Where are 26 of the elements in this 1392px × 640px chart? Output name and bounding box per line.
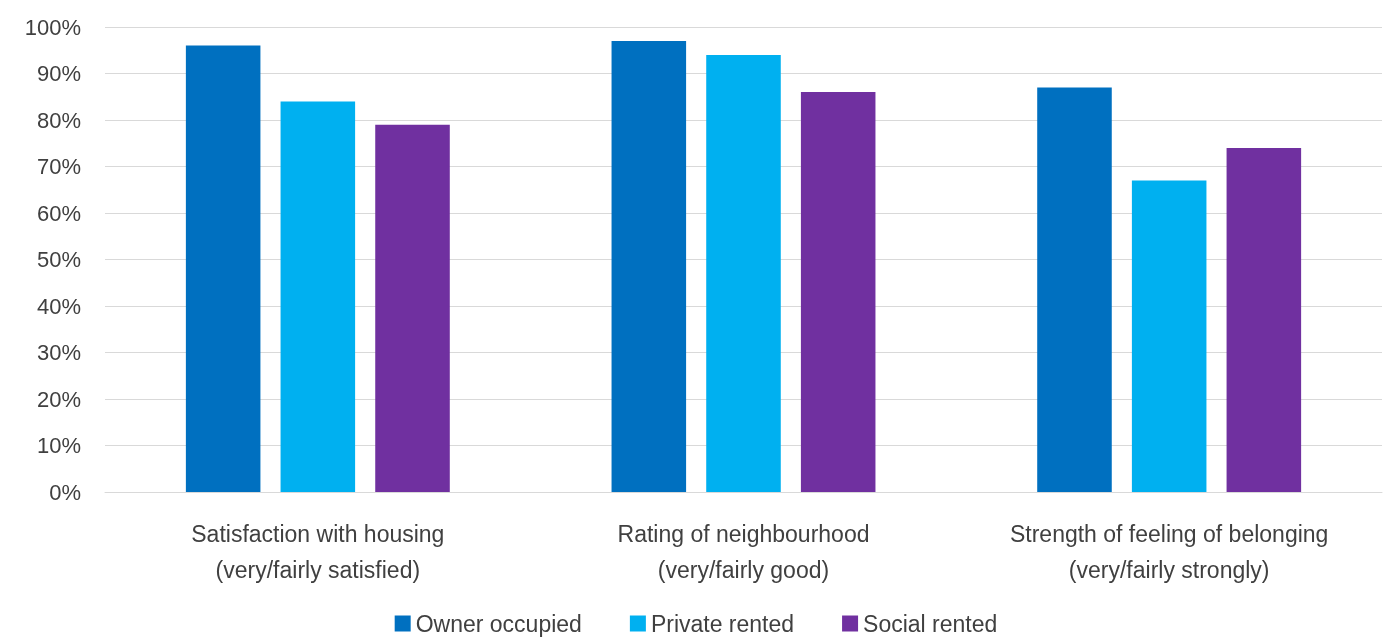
y-tick-label: 30% bbox=[36, 340, 81, 365]
bar bbox=[375, 124, 450, 492]
bar bbox=[280, 101, 356, 492]
y-tick-label: 40% bbox=[36, 293, 81, 319]
bar bbox=[1131, 180, 1207, 492]
bar bbox=[1037, 87, 1112, 492]
y-tick-label: 100% bbox=[24, 14, 81, 40]
y-tick-label: 0% bbox=[49, 479, 81, 505]
legend-label: Social rented bbox=[863, 610, 998, 637]
y-tick-label: 10% bbox=[36, 433, 81, 458]
x-tick-label: Rating of neighbourhood (very/fairly good) bbox=[617, 521, 870, 583]
legend-label: Private rented bbox=[650, 610, 795, 637]
bar bbox=[1226, 147, 1302, 492]
y-tick-label: 50% bbox=[36, 247, 81, 272]
bar bbox=[706, 54, 781, 492]
bar bbox=[800, 92, 876, 492]
y-tick-label: 70% bbox=[36, 154, 81, 179]
y-tick-label: 90% bbox=[36, 61, 81, 86]
x-tick-label: Satisfaction with housing (very/fairly satisfied) bbox=[191, 521, 445, 583]
bar bbox=[185, 45, 261, 492]
y-tick-label: 80% bbox=[36, 107, 81, 133]
bar bbox=[611, 40, 687, 492]
legend-label: Owner occupied bbox=[415, 610, 582, 637]
y-tick-label: 60% bbox=[36, 200, 81, 226]
y-tick-label: 20% bbox=[36, 386, 81, 412]
x-tick-label: Strength of feeling of belonging (very/fairly strongly) bbox=[1009, 521, 1329, 583]
